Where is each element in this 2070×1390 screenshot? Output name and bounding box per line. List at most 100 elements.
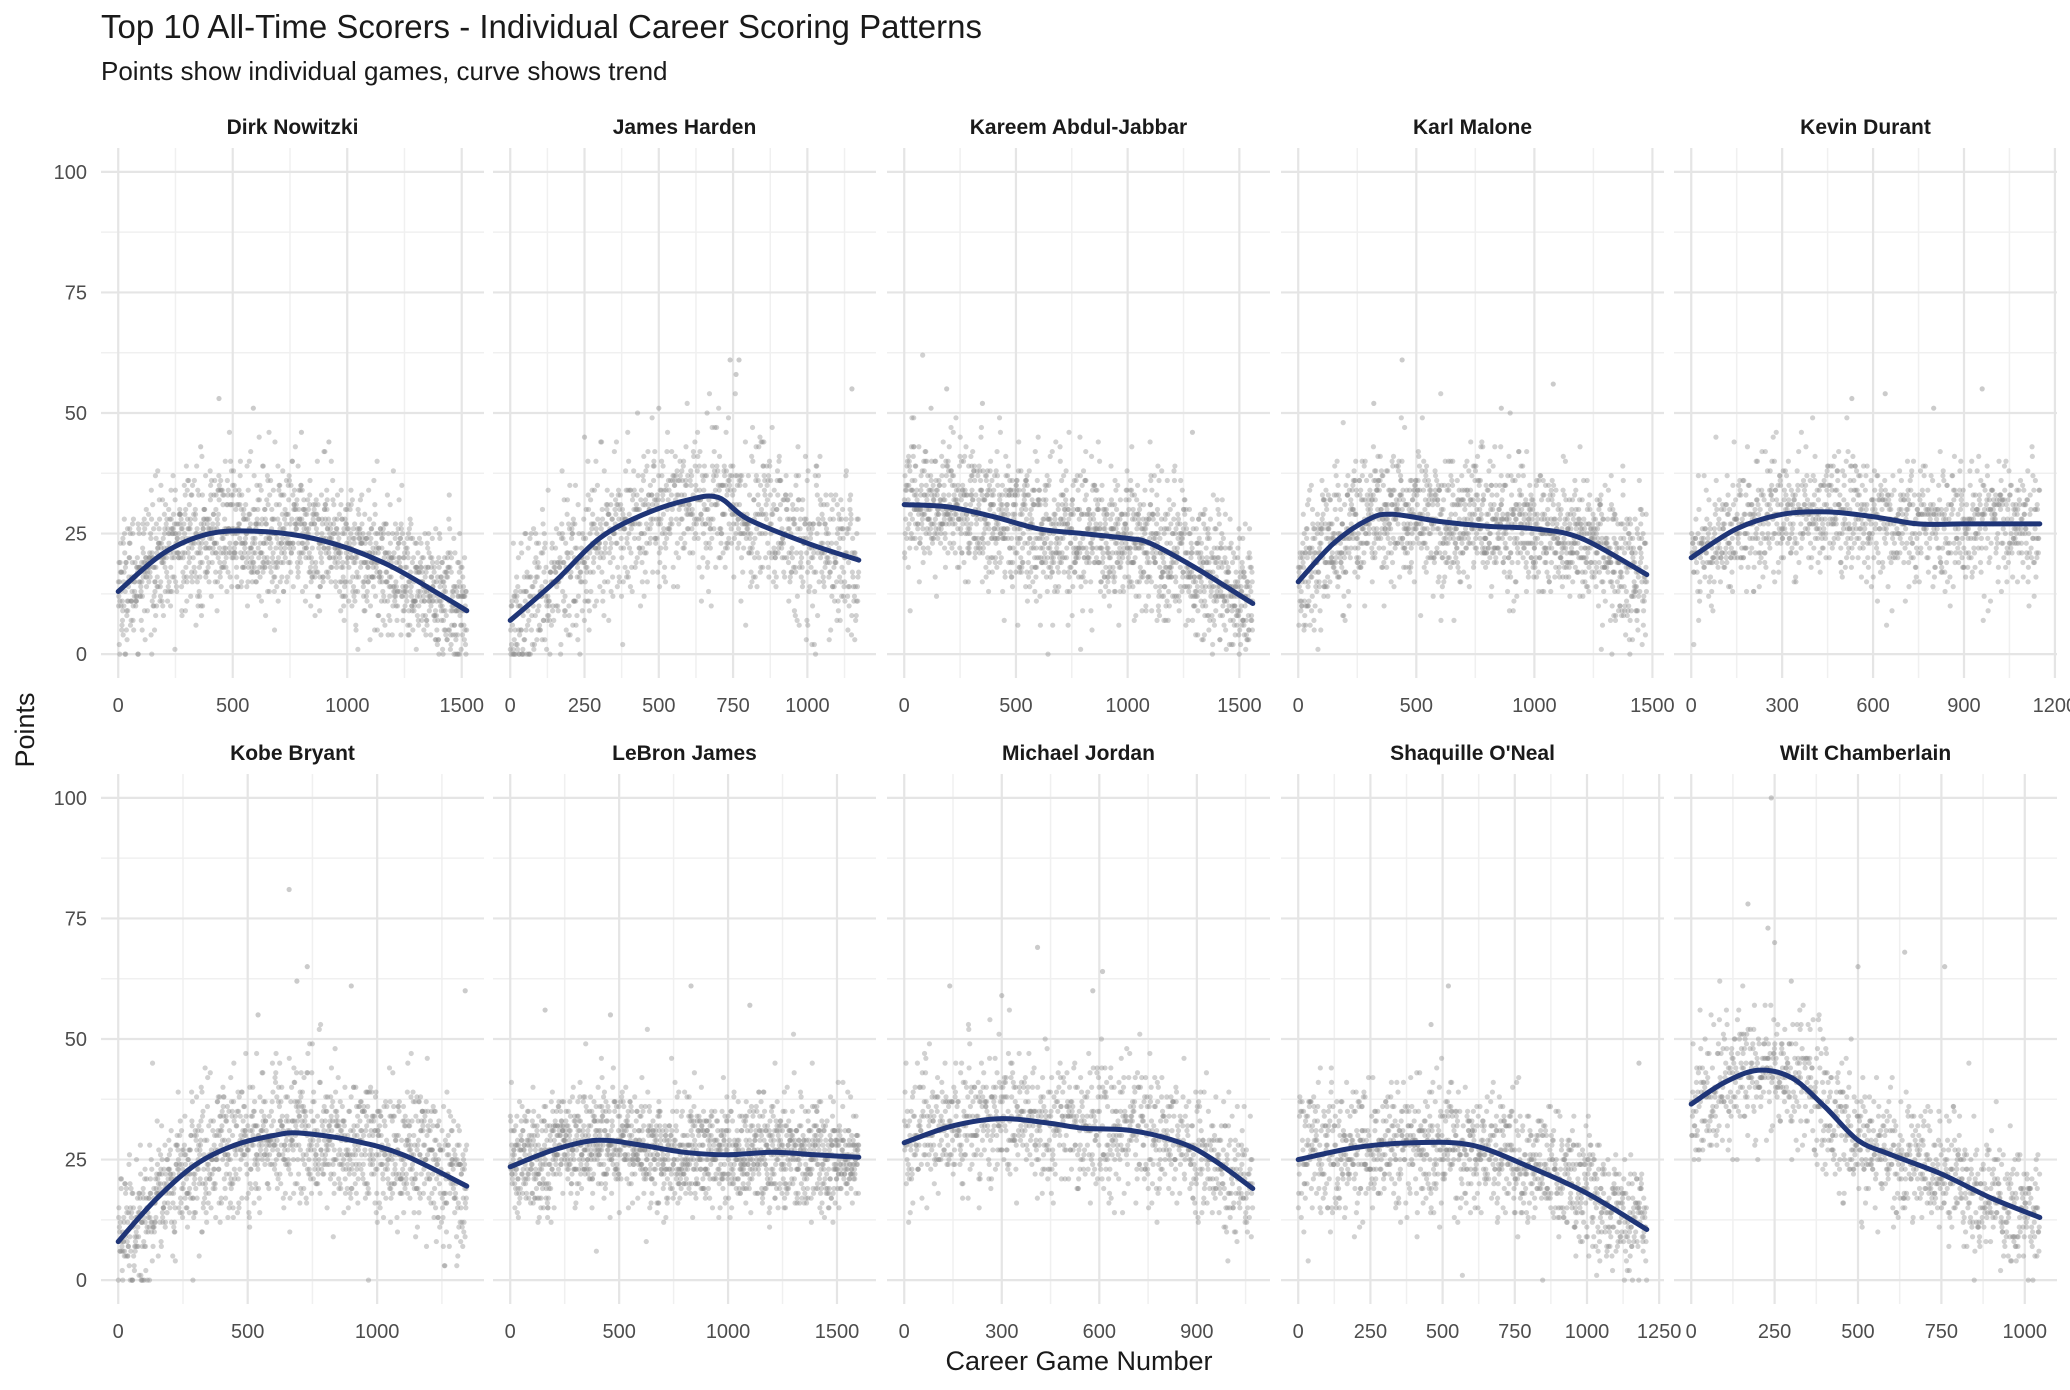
- game-point: [831, 497, 837, 503]
- game-point: [292, 521, 298, 527]
- game-point: [186, 559, 192, 566]
- game-point: [981, 530, 987, 537]
- game-point: [380, 588, 386, 595]
- game-point: [588, 497, 594, 503]
- game-point: [1168, 521, 1174, 527]
- game-point: [902, 555, 908, 561]
- game-point: [626, 458, 632, 464]
- game-point: [536, 564, 542, 570]
- game-point: [341, 584, 348, 590]
- game-point: [142, 637, 148, 643]
- game-point: [377, 526, 384, 532]
- game-point: [1399, 540, 1405, 546]
- game-point: [724, 545, 730, 551]
- game-point: [232, 550, 238, 556]
- game-point: [131, 593, 137, 599]
- game-point: [123, 651, 129, 657]
- game-point: [422, 530, 428, 537]
- x-tick-label: 500: [1400, 695, 1433, 717]
- game-point: [272, 564, 279, 570]
- game-point: [418, 564, 424, 570]
- game-point: [1402, 545, 1408, 551]
- game-point: [617, 492, 623, 498]
- game-point: [338, 564, 344, 570]
- game-point: [259, 521, 265, 527]
- game-point: [942, 535, 948, 541]
- game-point: [427, 593, 433, 599]
- game-point: [698, 511, 704, 517]
- game-point: [838, 497, 844, 503]
- chart-title: Top 10 All-Time Scorers - Individual Car…: [101, 8, 982, 45]
- game-point: [257, 482, 263, 488]
- game-point: [457, 530, 463, 537]
- game-point: [315, 516, 321, 522]
- game-point: [1243, 632, 1249, 638]
- game-point: [1154, 492, 1160, 498]
- game-point: [153, 521, 159, 527]
- game-point: [998, 555, 1004, 561]
- game-point: [298, 482, 304, 488]
- game-point: [1304, 555, 1310, 561]
- game-point: [814, 530, 820, 537]
- game-point: [457, 612, 463, 619]
- game-point: [1332, 506, 1338, 513]
- game-point: [207, 535, 213, 541]
- game-point: [1399, 458, 1405, 464]
- game-point: [202, 473, 209, 479]
- game-point: [267, 545, 273, 551]
- game-point: [788, 550, 795, 556]
- game-point: [362, 511, 368, 517]
- game-point: [1301, 627, 1307, 633]
- game-point: [463, 651, 469, 657]
- game-point: [192, 540, 198, 546]
- game-point: [1025, 540, 1031, 546]
- game-point: [359, 521, 365, 527]
- game-point: [660, 463, 666, 469]
- game-point: [722, 511, 728, 517]
- game-point: [269, 506, 275, 513]
- game-point: [281, 588, 287, 595]
- game-point: [132, 588, 138, 595]
- game-point: [789, 555, 795, 561]
- game-point: [1425, 477, 1432, 484]
- game-point: [408, 593, 415, 599]
- game-point: [1412, 482, 1419, 488]
- game-point: [736, 357, 742, 363]
- game-point: [228, 502, 234, 508]
- game-point: [1140, 574, 1146, 580]
- game-point: [168, 487, 174, 493]
- game-point: [290, 584, 296, 590]
- game-point: [854, 530, 860, 537]
- game-point: [1355, 555, 1362, 561]
- game-point: [254, 516, 260, 522]
- game-point: [527, 651, 533, 657]
- game-point: [934, 492, 940, 498]
- game-point: [1198, 550, 1204, 556]
- game-point: [399, 593, 405, 599]
- game-point: [987, 458, 994, 464]
- game-point: [622, 564, 628, 570]
- game-point: [1228, 540, 1234, 546]
- game-point: [918, 482, 925, 488]
- game-point: [139, 593, 145, 599]
- game-point: [373, 530, 379, 537]
- game-point: [711, 526, 717, 532]
- game-point: [200, 516, 207, 522]
- game-point: [914, 497, 920, 503]
- game-point: [1007, 569, 1014, 575]
- game-point: [1023, 477, 1029, 484]
- game-point: [1339, 564, 1345, 570]
- game-point: [383, 579, 390, 585]
- game-point: [1176, 593, 1182, 599]
- game-point: [1227, 545, 1234, 551]
- game-point: [1065, 622, 1071, 628]
- game-point: [1189, 550, 1195, 556]
- game-point: [1003, 453, 1009, 460]
- game-point: [262, 612, 269, 619]
- game-point: [596, 545, 602, 551]
- game-point: [1056, 540, 1062, 546]
- game-point: [1236, 632, 1242, 638]
- game-point: [301, 497, 307, 503]
- game-point: [807, 535, 814, 541]
- game-point: [575, 593, 582, 599]
